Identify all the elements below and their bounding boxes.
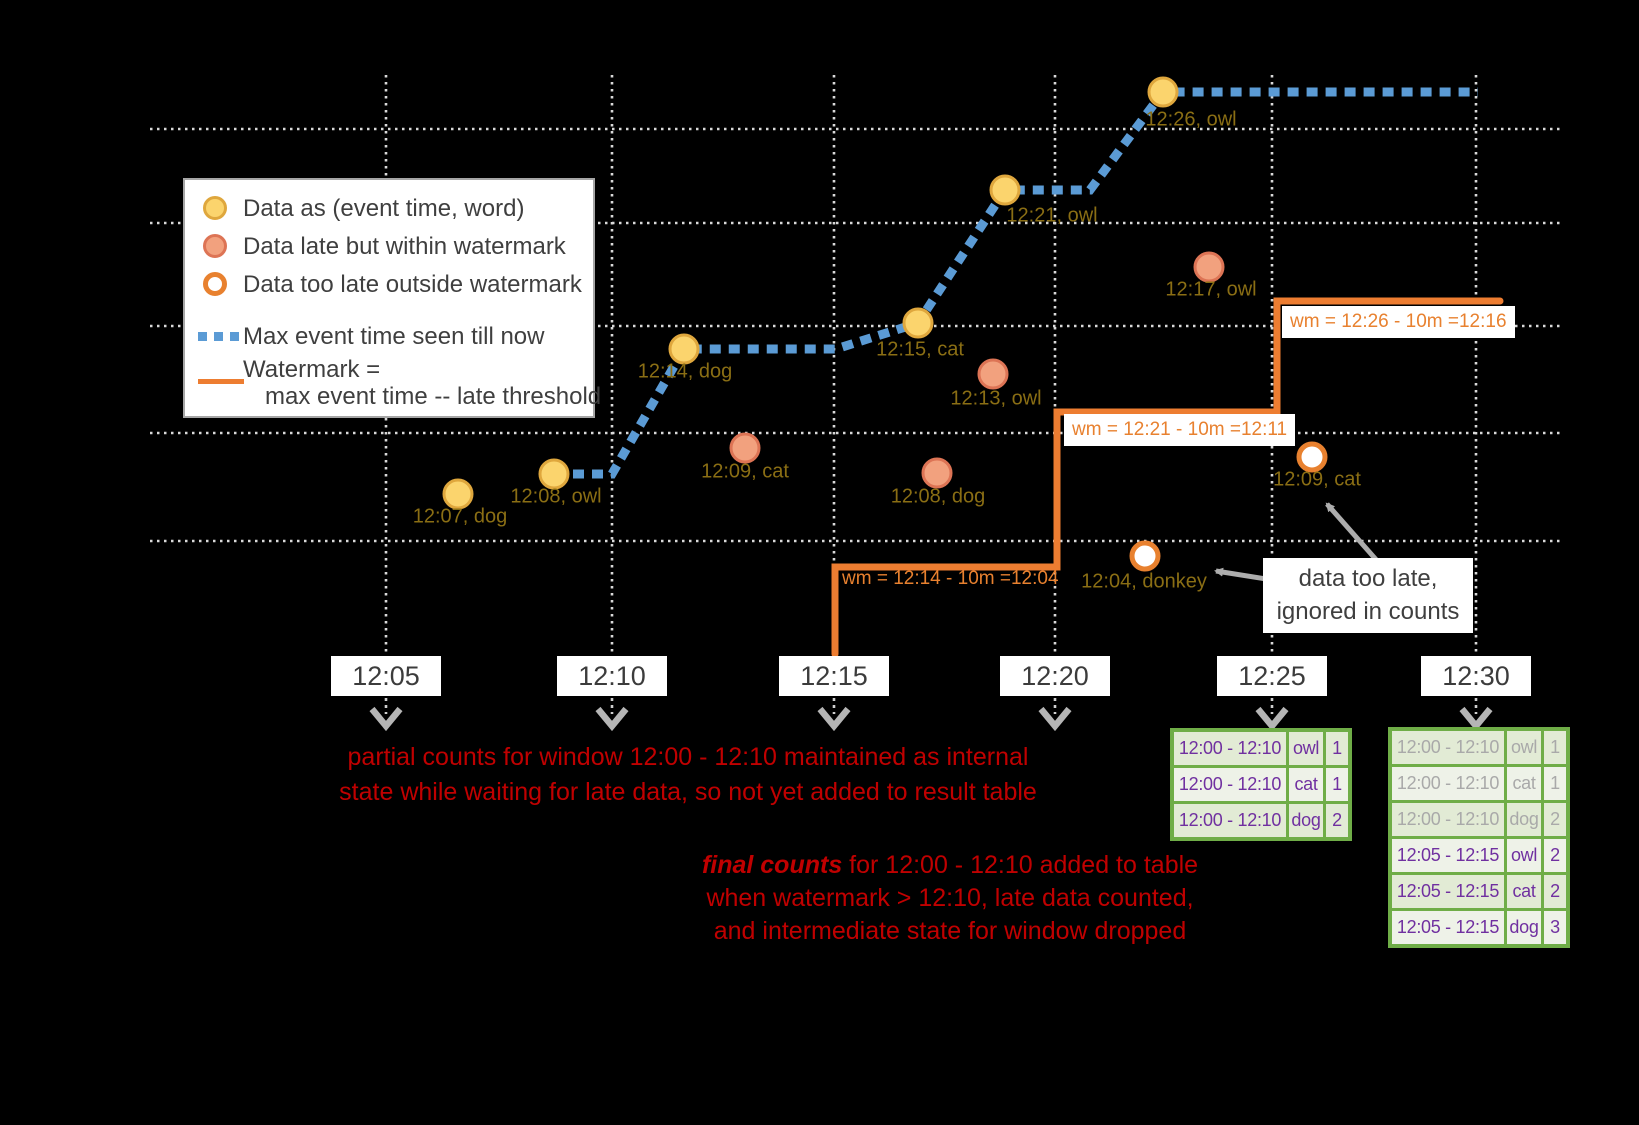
tick-arrow-chevron	[1459, 706, 1493, 732]
data-point-ontime	[442, 478, 474, 510]
toolate-ring-icon	[203, 272, 227, 296]
note-partial-counts: partial counts for window 12:00 - 12:10 …	[339, 740, 1037, 810]
callout-line2: ignored in counts	[1276, 598, 1460, 625]
table-cell-window: 12:05 - 12:15	[1392, 911, 1504, 944]
table-cell-window: 12:00 - 12:10	[1174, 768, 1286, 801]
late-dot-icon	[203, 234, 227, 258]
table-cell-word: dog	[1507, 911, 1541, 944]
data-point-label: 12:08, dog	[890, 485, 986, 508]
table-cell-count: 1	[1326, 732, 1348, 765]
data-point-late	[729, 432, 761, 464]
data-point-label: 12:26, owl	[1145, 108, 1237, 131]
data-point-label: 12:07, dog	[412, 505, 508, 528]
table-cell-window: 12:00 - 12:10	[1174, 732, 1286, 765]
axis-tick-12-30: 12:30	[1421, 656, 1531, 696]
legend-item-toolate: Data too late outside watermark	[243, 271, 582, 298]
table-cell-word: dog	[1507, 803, 1541, 836]
table-cell-window: 12:05 - 12:15	[1392, 839, 1504, 872]
note-final-line3: and intermediate state for window droppe…	[713, 917, 1187, 945]
table-cell-word: owl	[1507, 839, 1541, 872]
data-point-label: 12:08, owl	[510, 485, 602, 508]
note-final-line1: final counts for 12:00 - 12:10 added to …	[702, 849, 1198, 882]
data-point-toolate	[1129, 540, 1161, 572]
legend-box: Data as (event time, word) Data late but…	[183, 178, 601, 418]
table-cell-window: 12:00 - 12:10	[1392, 803, 1504, 836]
table-cell-count: 1	[1544, 731, 1566, 764]
table-cell-word: cat	[1289, 768, 1323, 801]
note-partial-line1: partial counts for window 12:00 - 12:10 …	[347, 743, 1029, 771]
data-point-late	[921, 457, 953, 489]
data-point-ontime	[989, 174, 1021, 206]
tick-arrow-chevron	[369, 706, 403, 732]
table-cell-word: dog	[1289, 804, 1323, 837]
watermark-value-label: wm = 12:14 - 10m =12:04	[842, 568, 1059, 589]
legend-item-watermark: Watermark =	[243, 356, 381, 383]
data-point-ontime	[668, 333, 700, 365]
callout-line1: data too late,	[1298, 565, 1438, 592]
data-point-ontime	[902, 307, 934, 339]
tick-arrow-chevron	[817, 706, 851, 732]
table-cell-window: 12:00 - 12:10	[1174, 804, 1286, 837]
watermark-line-icon	[198, 379, 244, 384]
data-point-label: 12:14, dog	[637, 360, 733, 383]
table-cell-count: 3	[1544, 911, 1566, 944]
legend-item-ontime: Data as (event time, word)	[243, 195, 525, 222]
table-cell-word: owl	[1507, 731, 1541, 764]
table-cell-window: 12:00 - 12:10	[1392, 767, 1504, 800]
table-cell-count: 1	[1544, 767, 1566, 800]
legend-item-max-event: Max event time seen till now	[243, 323, 545, 350]
table-cell-count: 1	[1326, 768, 1348, 801]
table-cell-word: cat	[1507, 767, 1541, 800]
data-point-late	[977, 358, 1009, 390]
table-cell-count: 2	[1326, 804, 1348, 837]
table-cell-count: 2	[1544, 875, 1566, 908]
note-final-line2: when watermark > 12:10, late data counte…	[706, 884, 1194, 912]
note-partial-line2: state while waiting for late data, so no…	[339, 778, 1037, 806]
table-cell-word: owl	[1289, 732, 1323, 765]
too-late-callout: data too late, ignored in counts	[1263, 558, 1473, 633]
data-point-ontime	[1147, 76, 1179, 108]
result-table-left: 12:00 - 12:10 owl 1 12:00 - 12:10 cat 1 12:00 …	[1170, 728, 1352, 841]
axis-tick-12-20: 12:20	[1000, 656, 1110, 696]
max-event-time-line	[554, 87, 1478, 479]
tick-arrow-chevron	[595, 706, 629, 732]
data-point-late	[1193, 251, 1225, 283]
note-final-counts: final counts for 12:00 - 12:10 added to …	[702, 849, 1198, 948]
data-point-label: 12:09, cat	[701, 460, 789, 483]
note-final-line1-rest: for 12:00 - 12:10 added to table	[842, 851, 1199, 879]
table-cell-window: 12:05 - 12:15	[1392, 875, 1504, 908]
data-point-label: 12:09, cat	[1273, 468, 1361, 491]
table-cell-window: 12:00 - 12:10	[1392, 731, 1504, 764]
watermark-value-label: wm = 12:26 - 10m =12:16	[1282, 306, 1515, 338]
data-point-ontime	[538, 458, 570, 490]
data-point-label: 12:17, owl	[1165, 278, 1257, 301]
data-point-label: 12:15, cat	[876, 338, 964, 361]
data-point-label: 12:04, donkey	[1081, 570, 1207, 593]
legend-item-late: Data late but within watermark	[243, 233, 566, 260]
axis-tick-12-15: 12:15	[779, 656, 889, 696]
watermark-value-label: wm = 12:21 - 10m =12:11	[1064, 414, 1296, 446]
tick-arrow-chevron	[1038, 706, 1072, 732]
ontime-dot-icon	[203, 196, 227, 220]
data-point-toolate	[1296, 441, 1328, 473]
result-table-right: 12:00 - 12:10 owl 1 12:00 - 12:10 cat 1 12:00 …	[1388, 727, 1570, 948]
axis-tick-12-25: 12:25	[1217, 656, 1327, 696]
watermark-line	[831, 297, 1504, 658]
table-cell-word: cat	[1507, 875, 1541, 908]
legend-item-watermark-cont: max event time -- late threshold	[265, 383, 602, 410]
axis-tick-12-05: 12:05	[331, 656, 441, 696]
axis-tick-12-10: 12:10	[557, 656, 667, 696]
table-cell-count: 2	[1544, 839, 1566, 872]
table-cell-count: 2	[1544, 803, 1566, 836]
tick-arrow-chevron	[1255, 706, 1289, 732]
note-final-emphasis: final counts	[701, 851, 843, 879]
data-point-label: 12:13, owl	[950, 387, 1042, 410]
max-event-line-icon	[198, 332, 244, 341]
data-point-label: 12:21, owl	[1006, 204, 1098, 227]
